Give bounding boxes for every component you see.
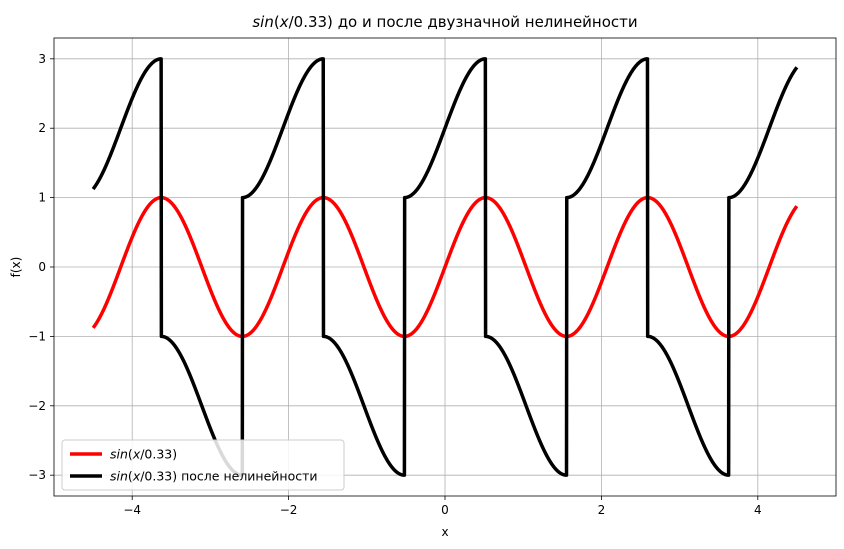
x-tick-label: −2 bbox=[280, 503, 298, 517]
x-tick-label: 2 bbox=[598, 503, 606, 517]
y-axis-label: f(x) bbox=[9, 257, 23, 278]
title-fn: sin bbox=[252, 13, 274, 31]
y-tick-label: 0 bbox=[38, 260, 46, 274]
y-tick-label: −1 bbox=[28, 329, 46, 343]
title-arg: /0.33) bbox=[289, 13, 333, 31]
x-tick-label: 4 bbox=[754, 503, 762, 517]
series-sine-line bbox=[91, 195, 799, 339]
y-tick-label: −2 bbox=[28, 399, 46, 413]
x-ticks: −4 −2 0 2 4 bbox=[123, 496, 762, 517]
title-paren: ( bbox=[274, 13, 280, 31]
legend-label: sin(x/0.33) bbox=[110, 447, 177, 462]
x-tick-label: 0 bbox=[441, 503, 449, 517]
x-tick-label: −4 bbox=[123, 503, 141, 517]
title-var: x bbox=[279, 13, 289, 31]
y-tick-label: 3 bbox=[38, 52, 46, 66]
y-tick-label: 2 bbox=[38, 121, 46, 135]
y-ticks: −3 −2 −1 0 1 2 3 bbox=[28, 52, 54, 482]
x-axis-label: x bbox=[441, 525, 448, 539]
legend-label: sin(x/0.33) после нелинейности bbox=[110, 469, 318, 484]
y-tick-label: 1 bbox=[38, 191, 46, 205]
chart-title: sin(x/0.33) до и после двузначной нелине… bbox=[252, 13, 637, 31]
legend-box bbox=[61, 439, 345, 491]
series-nonlinear-line bbox=[91, 57, 799, 477]
title-suffix: до и после двузначной нелинейности bbox=[333, 13, 638, 31]
legend: sin(x/0.33) sin(x/0.33) после нелинейност… bbox=[61, 439, 345, 491]
y-tick-label: −3 bbox=[28, 468, 46, 482]
plot-lines bbox=[91, 57, 799, 477]
